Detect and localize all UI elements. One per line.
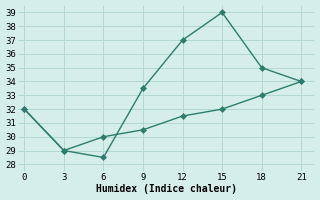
X-axis label: Humidex (Indice chaleur): Humidex (Indice chaleur) [96, 184, 236, 194]
